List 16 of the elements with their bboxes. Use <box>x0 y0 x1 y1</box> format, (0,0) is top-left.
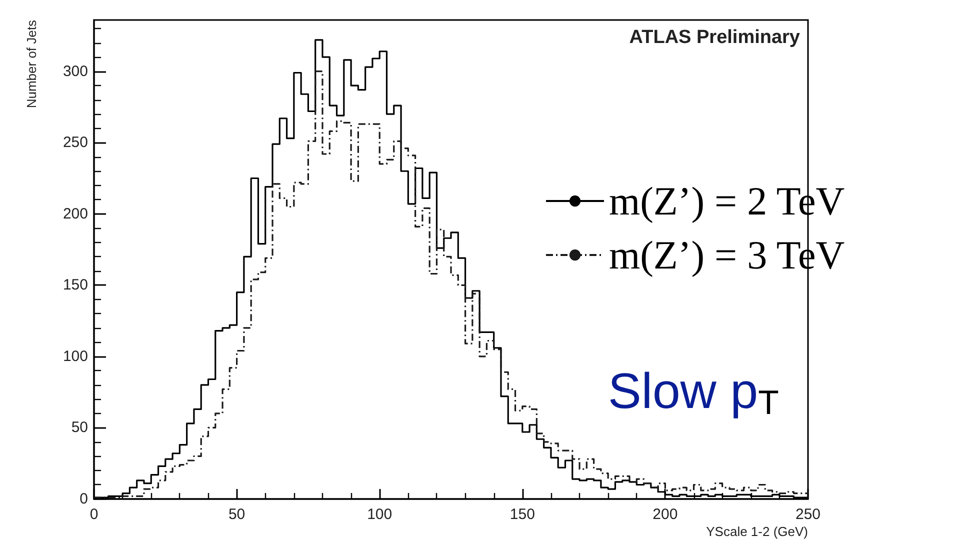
annotation: ATLAS Preliminary <box>629 27 800 48</box>
y-tick-label: 200 <box>62 205 88 222</box>
x-axis-title: YScale 1-2 (GeV) <box>706 524 808 539</box>
x-tick-label: 100 <box>367 506 392 523</box>
y-tick-label: 0 <box>80 490 88 508</box>
x-tick-label: 250 <box>795 506 821 523</box>
x-tick-label: 0 <box>90 506 98 523</box>
y-tick-label: 300 <box>62 62 88 80</box>
y-tick-label: 250 <box>62 134 88 152</box>
x-tick-label: 150 <box>510 506 535 523</box>
y-tick-label: 50 <box>71 419 88 436</box>
x-tick-label: 50 <box>228 506 246 523</box>
x-tick-label: 200 <box>652 506 678 523</box>
y-tick-label: 150 <box>62 276 88 294</box>
y-tick-label: 100 <box>62 348 88 365</box>
y-axis-title: Number of Jets <box>24 20 39 108</box>
